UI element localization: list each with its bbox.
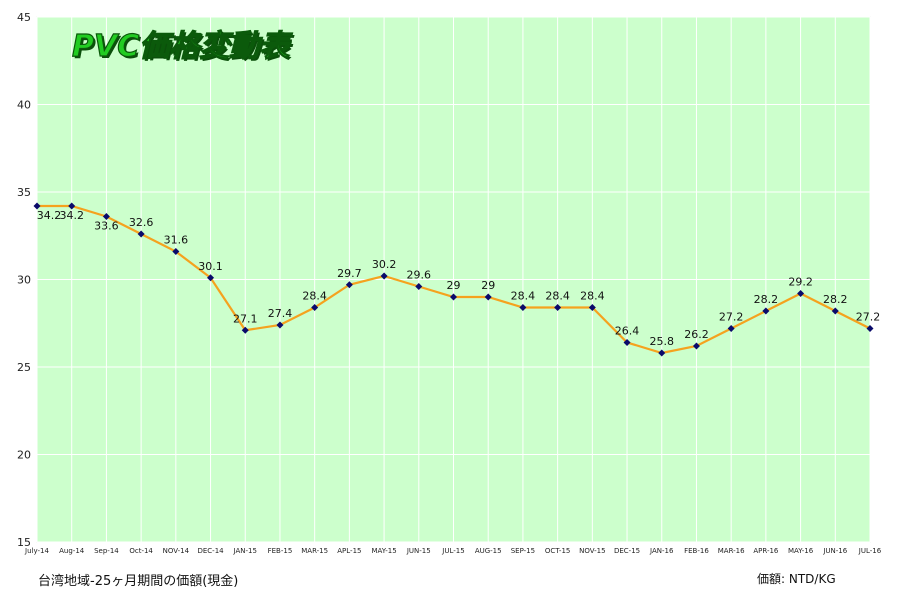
x-tick-label: SEP-15 — [511, 547, 535, 555]
x-tick-label: MAR-16 — [718, 547, 745, 555]
data-point — [658, 349, 666, 357]
data-label: 32.6 — [129, 216, 154, 229]
x-tick-label: Aug-14 — [59, 547, 85, 555]
x-tick-label: July-14 — [24, 547, 49, 555]
x-tick-label: APL-15 — [337, 547, 361, 555]
x-tick-label: MAY-15 — [371, 547, 396, 555]
data-label: 27.4 — [268, 307, 293, 320]
data-label: 31.6 — [164, 234, 189, 247]
x-tick-label: MAR-15 — [301, 547, 328, 555]
data-point — [102, 213, 110, 220]
x-tick-label: AUG-15 — [475, 547, 502, 555]
x-tick-label: NOV-15 — [579, 547, 605, 555]
data-point — [866, 325, 874, 332]
x-tick-label: JAN-15 — [233, 547, 257, 555]
y-tick-label: 30 — [17, 274, 31, 287]
data-label: 27.1 — [233, 312, 258, 325]
x-tick-label: Sep-14 — [94, 547, 119, 555]
y-axis-ticks: 15 20 25 30 35 40 45 — [17, 11, 31, 549]
data-label: 29.2 — [788, 276, 813, 289]
y-tick-label: 25 — [17, 361, 31, 374]
data-point — [588, 304, 596, 311]
data-label: 29.6 — [407, 269, 432, 282]
data-markers — [33, 202, 874, 357]
data-point — [727, 325, 735, 332]
data-label: 28.4 — [545, 290, 570, 303]
horizontal-grid — [37, 16, 870, 543]
data-label: 26.4 — [615, 325, 640, 338]
chart-title: PVC価格変動表 — [72, 29, 293, 64]
data-point — [172, 248, 180, 255]
x-tick-label: MAY-16 — [788, 547, 814, 555]
data-point — [450, 293, 457, 301]
data-point — [345, 281, 353, 289]
y-tick-label: 20 — [17, 449, 31, 462]
data-point — [623, 339, 631, 346]
x-tick-label: JUN-16 — [822, 547, 847, 555]
x-tick-label: NOV-14 — [163, 547, 190, 555]
x-tick-label: JAN-16 — [649, 547, 674, 555]
data-point — [380, 272, 388, 280]
x-tick-label: DEC-15 — [614, 547, 640, 555]
x-tick-label: JUL-15 — [441, 547, 464, 555]
x-tick-label: FEB-15 — [268, 547, 293, 555]
data-label: 27.2 — [719, 311, 744, 324]
data-point — [207, 274, 215, 282]
x-tick-label: APR-16 — [753, 547, 779, 555]
data-label: 30.1 — [198, 260, 223, 273]
data-point — [33, 202, 41, 210]
data-point — [797, 290, 805, 297]
data-point — [311, 304, 319, 311]
x-tick-label: JUL-16 — [858, 547, 882, 555]
y-tick-label: 40 — [17, 99, 31, 112]
data-point — [241, 326, 249, 334]
data-labels: 34.234.2 33.6 32.6 31.6 30.1 27.1 27.4 28.4 29.7… — [37, 209, 881, 348]
x-tick-label: Oct-14 — [129, 547, 153, 555]
y-tick-label: 15 — [17, 536, 31, 549]
x-axis-ticks: July-14 Aug-14 Sep-14 Oct-14 NOV-14 DEC-14 JAN… — [24, 547, 882, 555]
data-label: 29 — [447, 279, 461, 292]
y-tick-label: 45 — [17, 11, 31, 24]
data-point — [762, 307, 770, 315]
data-label: 29.7 — [337, 267, 362, 280]
y-tick-label: 35 — [17, 186, 31, 199]
x-tick-label: JUN-15 — [406, 547, 431, 555]
data-label: 30.2 — [372, 258, 397, 271]
data-point — [276, 321, 284, 329]
data-label: 26.2 — [684, 328, 709, 341]
data-point — [484, 293, 492, 301]
x-tick-label: DEC-14 — [197, 547, 224, 555]
x-tick-label: OCT-15 — [545, 547, 570, 555]
data-label: 27.2 — [856, 311, 881, 324]
data-label: 28.2 — [823, 293, 848, 306]
data-point — [137, 230, 145, 238]
chart-title-shadow: PVC価格変動表 — [74, 31, 295, 66]
data-label: 28.2 — [754, 293, 779, 306]
data-label: 28.4 — [511, 290, 536, 303]
x-tick-label: FEB-16 — [684, 547, 709, 555]
data-label: 28.4 — [302, 290, 327, 303]
data-label: 28.4 — [580, 290, 605, 303]
footer-note: 台湾地域-25ヶ月期間の価額(現金) — [38, 574, 239, 589]
unit-note: 価額: NTD/KG — [757, 572, 836, 586]
data-point — [519, 304, 527, 311]
data-point — [692, 342, 700, 350]
data-label: 34.2 — [59, 209, 84, 222]
data-label: 34.2 — [37, 209, 62, 222]
data-label: 29 — [481, 279, 495, 292]
data-point — [68, 202, 76, 210]
data-label: 25.8 — [650, 335, 675, 348]
data-point — [415, 283, 423, 290]
data-point — [554, 304, 562, 311]
data-label: 33.6 — [94, 220, 119, 233]
data-point — [831, 307, 839, 315]
